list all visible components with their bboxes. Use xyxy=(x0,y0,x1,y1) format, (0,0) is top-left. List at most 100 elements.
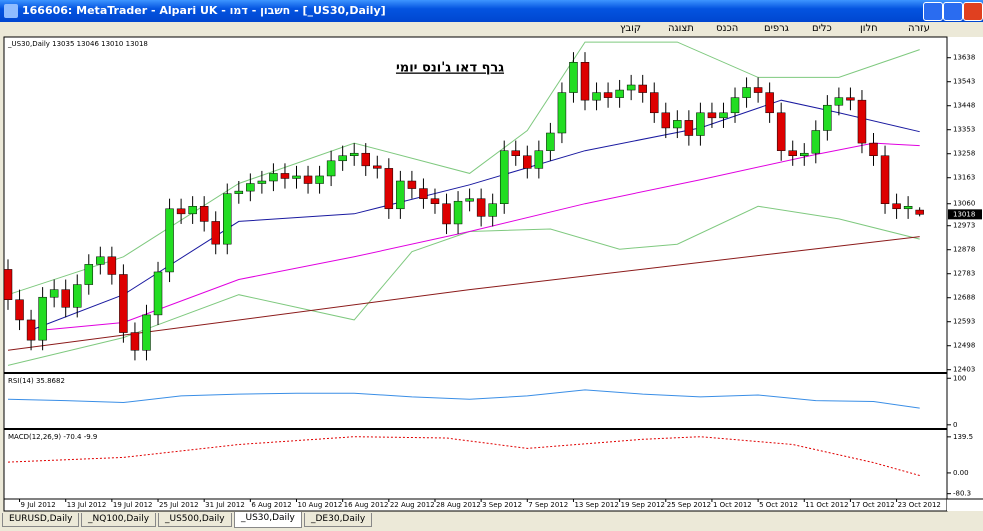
minimize-button[interactable] xyxy=(923,2,943,21)
candle-body xyxy=(696,112,705,136)
chart-background xyxy=(3,36,948,512)
candle-body xyxy=(15,299,24,321)
y-tick-label: 0.00 xyxy=(953,469,969,477)
x-tick-label: 13 Jul 2012 xyxy=(67,501,107,509)
candle-body xyxy=(753,87,763,93)
menu-item[interactable]: גרפים xyxy=(764,23,789,34)
candle-body xyxy=(61,289,70,308)
x-tick-label: 28 Aug 2012 xyxy=(436,501,481,509)
y-tick-label: 13258 xyxy=(953,150,975,158)
y-tick-label: 13060 xyxy=(953,200,975,208)
candle-body xyxy=(880,155,890,204)
indicator-line xyxy=(7,389,920,409)
candle-body xyxy=(649,92,659,114)
candle-body xyxy=(742,87,751,98)
menu-item[interactable]: קובץ xyxy=(620,23,641,34)
candle-body xyxy=(499,150,509,204)
x-tick-label: 1 Oct 2012 xyxy=(713,501,752,509)
y-tick-label: 13638 xyxy=(953,54,975,62)
candle-body xyxy=(246,183,255,192)
candle-body xyxy=(788,150,797,156)
menu-bar: קובץ תצוגה הכנס גרפים כלים חלון עזרה xyxy=(0,22,983,36)
tab[interactable]: _NQ100,Daily xyxy=(81,513,157,527)
menu-item[interactable]: תצוגה xyxy=(668,23,694,34)
candle-body xyxy=(546,132,555,151)
y-tick-label: 12498 xyxy=(953,342,975,350)
chart-window: _US30,Daily 13035 13046 13010 13018 גרף … xyxy=(3,36,983,512)
y-tick-label: 12878 xyxy=(953,246,975,254)
candle-body xyxy=(72,284,82,308)
y-tick-label: 0 xyxy=(953,421,957,429)
tab[interactable]: EURUSD,Daily xyxy=(2,513,80,527)
candle-body xyxy=(534,150,544,169)
candle-body xyxy=(626,84,636,91)
candle-body xyxy=(384,168,394,210)
candle-body xyxy=(580,62,590,101)
x-tick-label: 6 Aug 2012 xyxy=(251,501,291,509)
price-axis xyxy=(947,37,983,511)
indicator-line xyxy=(7,436,920,476)
candle-body xyxy=(130,332,140,351)
candle-body xyxy=(811,130,821,154)
y-tick-label: 12593 xyxy=(953,318,975,326)
candle-body xyxy=(407,180,417,189)
candle-body xyxy=(673,120,682,129)
x-tick-label: 11 Oct 2012 xyxy=(805,501,848,509)
candle-body xyxy=(603,92,613,98)
y-tick-label: 13448 xyxy=(953,102,975,110)
candle-body xyxy=(292,175,301,179)
candle-body xyxy=(453,200,463,225)
candle-body xyxy=(846,97,855,101)
menu-item[interactable]: עזרה xyxy=(908,23,930,34)
x-tick-label: 25 Sep 2012 xyxy=(667,501,711,509)
candle-body xyxy=(269,173,278,182)
candle-body xyxy=(119,274,128,333)
candle-body xyxy=(280,173,290,179)
x-tick-label: 13 Sep 2012 xyxy=(574,501,618,509)
candle-body xyxy=(419,188,428,199)
indicator-label: RSI(14) 35.8682 xyxy=(8,377,65,385)
title-bar: 166606: MetaTrader - Alpari UK - חשבון -… xyxy=(0,0,983,22)
candle-body xyxy=(430,198,440,204)
candle-body xyxy=(234,190,244,194)
candle-body xyxy=(49,289,59,298)
candle-body xyxy=(361,152,370,167)
tab[interactable]: _US30,Daily xyxy=(234,512,302,528)
menu-item[interactable]: הכנס xyxy=(716,23,739,34)
maximize-button[interactable] xyxy=(943,2,963,21)
candle-body xyxy=(257,180,267,184)
candle-body xyxy=(107,256,117,275)
candle-body xyxy=(223,193,232,245)
menu-item[interactable]: כלים xyxy=(812,23,832,34)
indicator-line xyxy=(42,142,920,331)
candle-body xyxy=(488,203,497,217)
candle-body xyxy=(915,209,924,215)
y-tick-label: 12403 xyxy=(953,366,975,374)
indicator-label: MACD(12,26,9) -70.4 -9.9 xyxy=(8,433,97,441)
candle-body xyxy=(511,150,521,156)
candle-body xyxy=(569,62,578,93)
candle-body xyxy=(199,206,209,222)
candle-body xyxy=(188,206,197,215)
tab[interactable]: _DE30,Daily xyxy=(304,513,373,527)
indicator-line xyxy=(7,205,920,366)
last-price-box xyxy=(948,209,982,220)
candle-body xyxy=(661,112,671,129)
x-tick-label: 10 Aug 2012 xyxy=(298,501,343,509)
candle-body xyxy=(303,175,313,184)
indicator-line xyxy=(7,236,920,351)
candle-body xyxy=(523,155,532,169)
candle-body xyxy=(165,208,174,273)
candle-body xyxy=(707,112,717,119)
candle-body xyxy=(153,271,163,316)
tab-bar: EURUSD,Daily _NQ100,Daily _US500,Daily _US3… xyxy=(0,512,983,531)
x-tick-label: 3 Sep 2012 xyxy=(482,501,522,509)
candle-body xyxy=(823,104,832,131)
menu-item[interactable]: חלון xyxy=(860,23,878,34)
candle-body xyxy=(84,264,94,285)
tab[interactable]: _US500,Daily xyxy=(158,513,232,527)
y-tick-label: 13163 xyxy=(953,174,975,182)
candle-body xyxy=(142,314,151,351)
window-title: 166606: MetaTrader - Alpari UK - חשבון -… xyxy=(22,4,386,17)
